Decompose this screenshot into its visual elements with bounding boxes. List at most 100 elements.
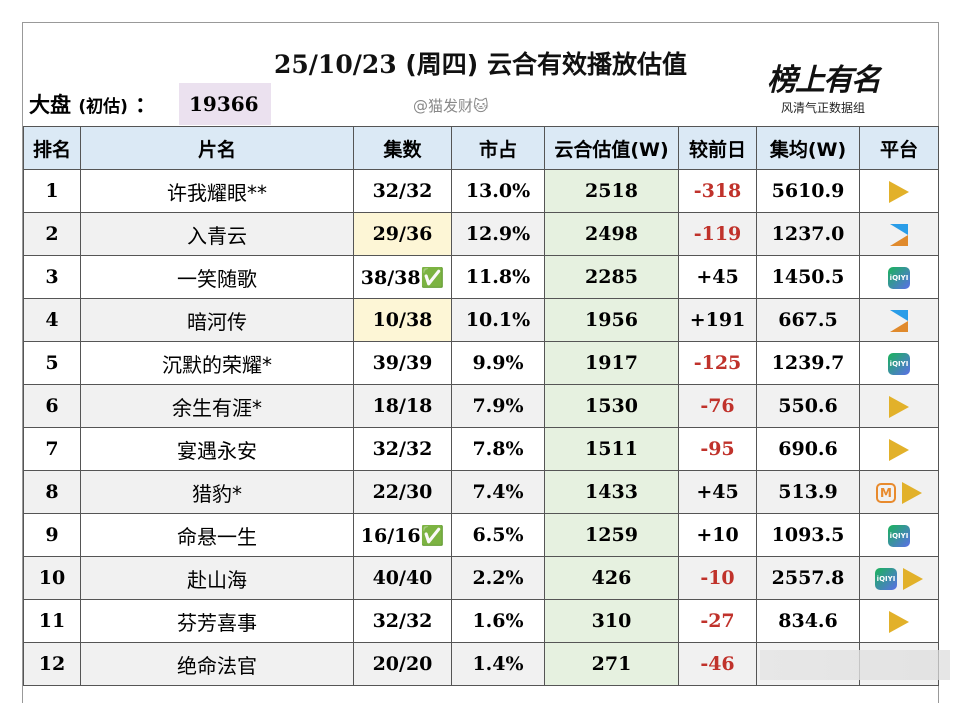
cell-yunhe: 2518 <box>544 169 679 213</box>
column-header: 云合估值(W) <box>544 126 679 170</box>
cell-rank: 2 <box>23 212 81 256</box>
cell-delta: -10 <box>678 556 757 600</box>
cell-yunhe: 271 <box>544 642 679 686</box>
cell-eps: 18/18 <box>353 384 452 428</box>
mango-icon: M <box>876 482 896 503</box>
cell-avg: 5610.9 <box>756 169 860 213</box>
cell-delta: -95 <box>678 427 757 471</box>
cell-avg: 1239.7 <box>756 341 860 385</box>
cell-share: 1.4% <box>451 642 545 686</box>
cell-delta: -119 <box>678 212 757 256</box>
cell-share: 6.5% <box>451 513 545 557</box>
logo: 榜上有名 风清气正数据组 <box>767 63 881 115</box>
cell-yunhe: 1956 <box>544 298 679 342</box>
cell-share: 2.2% <box>451 556 545 600</box>
tencent-icon <box>889 180 909 203</box>
cell-platform: M <box>859 470 939 514</box>
watermark <box>760 650 950 680</box>
cell-rank: 8 <box>23 470 81 514</box>
cell-avg: 550.6 <box>756 384 860 428</box>
cell-platform: iQIYI <box>859 513 939 557</box>
cell-rank: 6 <box>23 384 81 428</box>
dapan-value: 19366 <box>179 83 271 125</box>
cell-platform <box>859 212 939 256</box>
cell-eps: 32/32 <box>353 427 452 471</box>
dapan-label: 大盘 (初估) ： <box>29 93 157 117</box>
tencent-icon <box>889 438 909 461</box>
cell-share: 7.8% <box>451 427 545 471</box>
table-row: 5 沉默的荣耀* 39/39 9.9% 1917 -125 1239.7 iQIYI <box>23 341 939 385</box>
cell-delta: +191 <box>678 298 757 342</box>
table-row: 6 余生有涯* 18/18 7.9% 1530 -76 550.6 <box>23 384 939 428</box>
cell-name: 芬芳喜事 <box>80 599 354 643</box>
column-header: 市占 <box>451 126 545 170</box>
column-header: 较前日 <box>678 126 757 170</box>
cell-platform: iQIYI <box>859 341 939 385</box>
author-credit: @猫发财🐱 <box>413 97 489 115</box>
cell-share: 10.1% <box>451 298 545 342</box>
cell-rank: 12 <box>23 642 81 686</box>
cell-name: 入青云 <box>80 212 354 256</box>
page-title: 25/10/23 (周四) 云合有效播放估值 <box>274 50 687 79</box>
cell-avg: 1237.0 <box>756 212 860 256</box>
cell-share: 11.8% <box>451 255 545 299</box>
cell-yunhe: 310 <box>544 599 679 643</box>
cell-name: 猎豹* <box>80 470 354 514</box>
cell-eps: 32/32 <box>353 599 452 643</box>
cell-avg: 513.9 <box>756 470 860 514</box>
cell-rank: 5 <box>23 341 81 385</box>
cell-name: 沉默的荣耀* <box>80 341 354 385</box>
cell-delta: -27 <box>678 599 757 643</box>
cell-eps: 20/20 <box>353 642 452 686</box>
cell-share: 1.6% <box>451 599 545 643</box>
cell-eps: 39/39 <box>353 341 452 385</box>
cell-rank: 1 <box>23 169 81 213</box>
table-row: 10 赴山海 40/40 2.2% 426 -10 2557.8 iQIYI <box>23 556 939 600</box>
cell-platform <box>859 169 939 213</box>
iqiyi-icon: iQIYI <box>875 567 897 590</box>
cell-yunhe: 1511 <box>544 427 679 471</box>
cell-avg: 1093.5 <box>756 513 860 557</box>
cell-eps: 22/30 <box>353 470 452 514</box>
cell-name: 暗河传 <box>80 298 354 342</box>
cell-name: 许我耀眼** <box>80 169 354 213</box>
cell-rank: 9 <box>23 513 81 557</box>
header-row: 排名 片名 集数 市占 云合估值(W) 较前日 集均(W) 平台 <box>23 126 939 170</box>
cell-avg: 2557.8 <box>756 556 860 600</box>
cell-name: 赴山海 <box>80 556 354 600</box>
youku-icon <box>890 223 908 246</box>
cell-rank: 4 <box>23 298 81 342</box>
cell-name: 命悬一生 <box>80 513 354 557</box>
tencent-icon <box>889 395 909 418</box>
iqiyi-icon: iQIYI <box>888 352 910 375</box>
table-row: 9 命悬一生 16/16✅ 6.5% 1259 +10 1093.5 iQIYI <box>23 513 939 557</box>
cell-eps: 40/40 <box>353 556 452 600</box>
table-row: 11 芬芳喜事 32/32 1.6% 310 -27 834.6 <box>23 599 939 643</box>
cell-share: 9.9% <box>451 341 545 385</box>
table-row: 8 猎豹* 22/30 7.4% 1433 +45 513.9 M <box>23 470 939 514</box>
cell-rank: 10 <box>23 556 81 600</box>
cell-name: 宴遇永安 <box>80 427 354 471</box>
youku-icon <box>890 309 908 332</box>
cell-delta: -125 <box>678 341 757 385</box>
cell-name: 绝命法官 <box>80 642 354 686</box>
column-header: 集均(W) <box>756 126 860 170</box>
cell-yunhe: 426 <box>544 556 679 600</box>
cell-delta: +45 <box>678 255 757 299</box>
cell-delta: +10 <box>678 513 757 557</box>
table-row: 4 暗河传 10/38 10.1% 1956 +191 667.5 <box>23 298 939 342</box>
cell-platform: iQIYI <box>859 556 939 600</box>
cell-avg: 690.6 <box>756 427 860 471</box>
cell-rank: 7 <box>23 427 81 471</box>
column-header: 排名 <box>23 126 81 170</box>
cell-share: 7.4% <box>451 470 545 514</box>
cell-eps: 32/32 <box>353 169 452 213</box>
iqiyi-icon: iQIYI <box>888 266 910 289</box>
table-row: 1 许我耀眼** 32/32 13.0% 2518 -318 5610.9 <box>23 169 939 213</box>
cell-yunhe: 2285 <box>544 255 679 299</box>
cell-avg: 1450.5 <box>756 255 860 299</box>
tencent-icon <box>889 610 909 633</box>
cell-share: 13.0% <box>451 169 545 213</box>
table-row: 7 宴遇永安 32/32 7.8% 1511 -95 690.6 <box>23 427 939 471</box>
column-header: 片名 <box>80 126 354 170</box>
